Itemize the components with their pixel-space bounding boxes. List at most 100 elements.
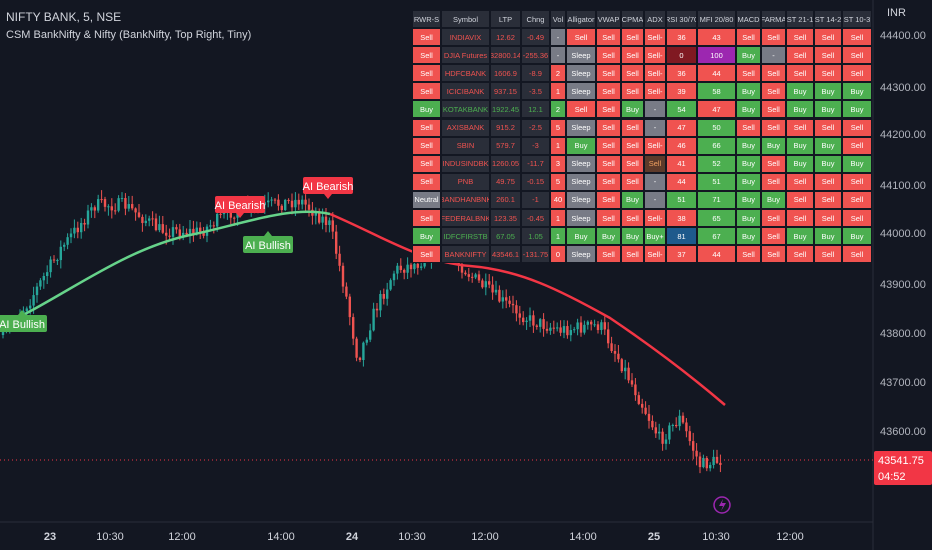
- table-cell: 50: [697, 118, 736, 137]
- table-cell: -: [644, 118, 666, 137]
- annotation-label: AI Bullish: [245, 240, 291, 252]
- candle-body: [698, 456, 702, 468]
- candle-body: [100, 199, 103, 201]
- candle-body: [294, 199, 297, 208]
- table-cell: 37: [666, 245, 697, 264]
- candle-body: [141, 216, 144, 224]
- table-cell: Sell: [736, 64, 761, 83]
- candle-body: [709, 465, 712, 469]
- table-cell: Buy: [736, 227, 761, 246]
- table-cell: Sell: [814, 209, 842, 228]
- candle-body: [117, 198, 120, 211]
- candle-body: [515, 305, 518, 314]
- table-cell: Sell: [412, 46, 441, 65]
- table-cell: DJIA Futures: [441, 46, 490, 65]
- table-cell: 12.62: [490, 28, 521, 47]
- candle-body: [651, 420, 654, 428]
- signal-table: RWR-S Symbol LTP Chng Vol Alligator VWAP CPMA AD…: [412, 10, 872, 264]
- candle-body: [617, 353, 620, 360]
- candle-body: [280, 205, 283, 211]
- candle-body: [685, 422, 688, 432]
- table-cell: Sell: [596, 118, 621, 137]
- candle-body: [134, 208, 137, 213]
- table-cell: ADX: [644, 10, 666, 28]
- table-cell: Buy: [761, 136, 786, 155]
- table-cell: -255.36: [521, 46, 550, 65]
- candle-body: [219, 213, 222, 215]
- table-cell: Sell: [736, 245, 761, 264]
- table-cell: Sleep: [566, 154, 596, 173]
- table-cell: INDUSINDBK: [441, 154, 490, 173]
- candle-body: [593, 324, 596, 326]
- table-cell: Buy: [736, 136, 761, 155]
- table-cell: 1260.05: [490, 154, 521, 173]
- table-cell: Sell: [814, 190, 842, 209]
- candle-body: [86, 210, 90, 225]
- candle-body: [583, 324, 586, 333]
- price-tick-label: 43800.00: [880, 328, 926, 340]
- table-cell: Sell: [761, 28, 786, 47]
- table-cell: 1922.45: [490, 100, 521, 119]
- table-cell: 67.05: [490, 227, 521, 246]
- candle-body: [151, 218, 154, 220]
- table-cell: Buy: [596, 227, 621, 246]
- time-tick-label: 10:30: [398, 531, 426, 543]
- candle-body: [39, 280, 42, 287]
- table-cell: Sell-: [644, 82, 666, 101]
- table-cell: -: [550, 28, 566, 47]
- candle-body: [185, 232, 188, 235]
- candle-body: [634, 384, 637, 396]
- table-cell: Sell: [412, 118, 441, 137]
- table-cell: Buy: [842, 154, 872, 173]
- time-tick-label: 14:00: [267, 531, 295, 543]
- candle-body: [505, 297, 508, 301]
- table-cell: 41: [666, 154, 697, 173]
- candle-body: [287, 199, 290, 201]
- table-cell: Buy: [736, 190, 761, 209]
- table-cell: Buy: [566, 136, 596, 155]
- table-cell: 123.35: [490, 209, 521, 228]
- candle-body: [341, 265, 345, 287]
- table-cell: Buy: [814, 227, 842, 246]
- candle-body: [664, 439, 668, 444]
- table-cell: Sell: [566, 100, 596, 119]
- candle-body: [154, 218, 158, 231]
- candle-body: [137, 212, 141, 217]
- candle-body: [93, 207, 96, 211]
- currency: INR: [887, 7, 906, 19]
- candle-body: [477, 274, 481, 281]
- table-cell: Sell: [412, 28, 441, 47]
- table-cell: Vol: [550, 10, 566, 28]
- candle-body: [56, 260, 59, 262]
- candle-body: [80, 222, 83, 233]
- table-cell: 66: [697, 136, 736, 155]
- candle-body: [270, 199, 273, 201]
- table-cell: 40: [550, 190, 566, 209]
- candle-body: [692, 441, 695, 451]
- table-cell: Sell: [621, 245, 644, 264]
- table-cell: Sell: [596, 100, 621, 119]
- table-cell: Sell: [842, 136, 872, 155]
- candle-body: [600, 322, 603, 331]
- candle-body: [42, 275, 45, 281]
- candle-body: [488, 281, 491, 285]
- table-cell: Buy: [814, 136, 842, 155]
- candle-body: [331, 220, 334, 232]
- table-cell: -: [761, 46, 786, 65]
- candle-body: [681, 415, 685, 423]
- candle-body: [382, 293, 385, 299]
- candle-body: [103, 199, 107, 207]
- candle-body: [32, 295, 35, 306]
- price-tick-label: 43700.00: [880, 377, 926, 389]
- table-cell: -: [644, 190, 666, 209]
- time-tick-label: 10:30: [96, 531, 124, 543]
- candle-body: [481, 280, 484, 288]
- table-cell: Sell: [786, 46, 814, 65]
- candle-body: [712, 456, 715, 466]
- candle-body: [528, 315, 532, 321]
- countdown: 04:52: [878, 471, 906, 483]
- table-cell: Buy: [736, 209, 761, 228]
- candle-body: [630, 380, 634, 385]
- candle-body: [178, 229, 181, 237]
- candle-body: [644, 407, 647, 414]
